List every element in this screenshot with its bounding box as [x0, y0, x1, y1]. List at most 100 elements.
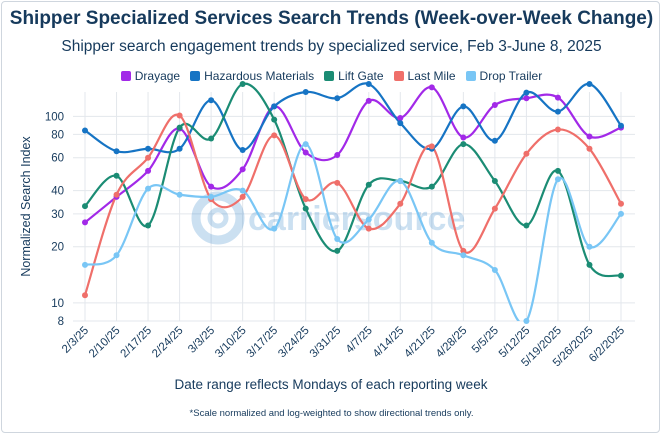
- data-point-lift-gate: [618, 272, 624, 279]
- data-point-hazardous-materials: [618, 122, 624, 129]
- data-point-drop-trailer: [302, 141, 309, 148]
- data-point-drop-trailer: [397, 178, 404, 185]
- data-point-lift-gate: [428, 183, 435, 190]
- data-point-hazardous-materials: [365, 81, 372, 87]
- legend-label: Drop Trailer: [479, 69, 543, 83]
- y-tick-label: 30: [51, 209, 64, 221]
- legend-item-drop-trailer[interactable]: Drop Trailer: [465, 69, 543, 83]
- data-point-drop-trailer: [586, 243, 593, 250]
- x-tick-label: 2/24/25: [150, 325, 186, 361]
- data-point-hazardous-materials: [176, 145, 183, 152]
- data-point-drop-trailer: [491, 267, 498, 274]
- y-axis-title: Normalized Search Index: [19, 136, 33, 277]
- data-point-lift-gate: [271, 116, 278, 123]
- series-line-lift-gate: [84, 82, 622, 278]
- x-tick-label: 4/28/25: [434, 325, 470, 361]
- x-axis-title: Date range reflects Mondays of each repo…: [175, 377, 488, 392]
- data-point-drop-trailer: [239, 187, 246, 194]
- data-point-drayage: [460, 134, 467, 141]
- data-point-drayage: [365, 97, 372, 104]
- legend-item-last-mile[interactable]: Last Mile: [393, 69, 456, 83]
- data-point-drop-trailer: [145, 185, 152, 192]
- data-point-last-mile: [239, 193, 246, 200]
- data-point-last-mile: [460, 247, 467, 254]
- x-tick-label: 3/24/25: [276, 325, 312, 361]
- chart-title: Shipper Specialized Services Search Tren…: [9, 8, 654, 29]
- data-point-last-mile: [365, 225, 372, 232]
- data-point-hazardous-materials: [208, 97, 215, 104]
- data-point-last-mile: [397, 200, 404, 207]
- legend-swatch: [120, 71, 131, 81]
- data-point-drayage: [523, 95, 530, 102]
- data-point-last-mile: [302, 196, 309, 203]
- legend-label: Last Mile: [407, 69, 456, 83]
- legend-item-hazardous-materials[interactable]: Hazardous Materials: [190, 69, 314, 83]
- data-point-last-mile: [586, 145, 593, 152]
- data-point-drop-trailer: [113, 252, 120, 259]
- data-point-drayage: [586, 133, 593, 140]
- data-point-drop-trailer: [208, 193, 215, 200]
- data-point-last-mile: [491, 205, 498, 212]
- data-point-lift-gate: [586, 261, 593, 268]
- data-point-drop-trailer: [460, 252, 467, 259]
- legend-item-lift-gate[interactable]: Lift Gate: [324, 69, 384, 83]
- data-point-lift-gate: [554, 167, 561, 174]
- legend-label: Hazardous Materials: [204, 69, 315, 83]
- chart-legend: Drayage Hazardous Materials Lift Gate Last …: [0, 69, 663, 83]
- x-tick-label: 3/10/25: [213, 325, 249, 361]
- x-tick-label: 2/10/25: [87, 325, 123, 361]
- data-point-drayage: [554, 94, 561, 101]
- data-point-drayage: [491, 101, 498, 108]
- x-tick-label: 4/14/25: [371, 325, 407, 361]
- data-point-drop-trailer: [618, 210, 624, 217]
- data-point-drayage: [428, 84, 435, 91]
- data-point-drop-trailer: [176, 191, 183, 198]
- data-point-lift-gate: [82, 203, 88, 210]
- data-point-drayage: [397, 114, 404, 121]
- chart-subtitle: Shipper search engagement trends by spec…: [61, 38, 602, 55]
- data-point-lift-gate: [302, 205, 309, 212]
- data-point-last-mile: [176, 112, 183, 119]
- data-point-lift-gate: [460, 141, 467, 148]
- data-point-last-mile: [523, 150, 530, 157]
- data-point-lift-gate: [113, 172, 120, 179]
- data-point-hazardous-materials: [491, 137, 498, 144]
- data-point-hazardous-materials: [460, 103, 467, 110]
- data-point-drayage: [82, 219, 88, 226]
- data-point-lift-gate: [145, 222, 152, 229]
- y-tick-label: 100: [45, 111, 64, 123]
- legend-swatch: [324, 71, 335, 81]
- data-point-hazardous-materials: [145, 145, 152, 152]
- data-point-lift-gate: [239, 81, 246, 87]
- legend-swatch: [465, 71, 476, 81]
- data-point-drayage: [334, 152, 341, 159]
- data-point-last-mile: [618, 200, 624, 207]
- data-point-last-mile: [428, 143, 435, 150]
- data-point-lift-gate: [365, 181, 372, 188]
- legend-item-drayage[interactable]: Drayage: [120, 69, 180, 83]
- data-point-hazardous-materials: [113, 148, 120, 155]
- data-point-drop-trailer: [271, 225, 278, 232]
- data-point-drayage: [239, 166, 246, 173]
- data-point-hazardous-materials: [271, 103, 278, 110]
- watermark-inner: [207, 207, 229, 229]
- data-point-drop-trailer: [82, 261, 88, 268]
- data-point-drayage: [208, 183, 215, 190]
- legend-swatch: [393, 71, 404, 81]
- data-point-lift-gate: [334, 247, 341, 254]
- data-point-drayage: [145, 167, 152, 174]
- data-point-hazardous-materials: [586, 81, 593, 87]
- data-point-hazardous-materials: [239, 146, 246, 153]
- data-point-lift-gate: [491, 178, 498, 185]
- x-tick-label: 3/17/25: [245, 325, 281, 361]
- legend-label: Lift Gate: [338, 69, 384, 83]
- y-tick-label: 60: [51, 153, 64, 165]
- data-point-drop-trailer: [365, 216, 372, 223]
- data-point-last-mile: [554, 126, 561, 133]
- data-point-last-mile: [82, 292, 88, 299]
- data-point-hazardous-materials: [82, 127, 88, 134]
- x-tick-label: 4/21/25: [402, 325, 438, 361]
- chart-footnote: *Scale normalized and log-weighted to sh…: [189, 408, 474, 419]
- x-tick-label: 2/17/25: [119, 325, 155, 361]
